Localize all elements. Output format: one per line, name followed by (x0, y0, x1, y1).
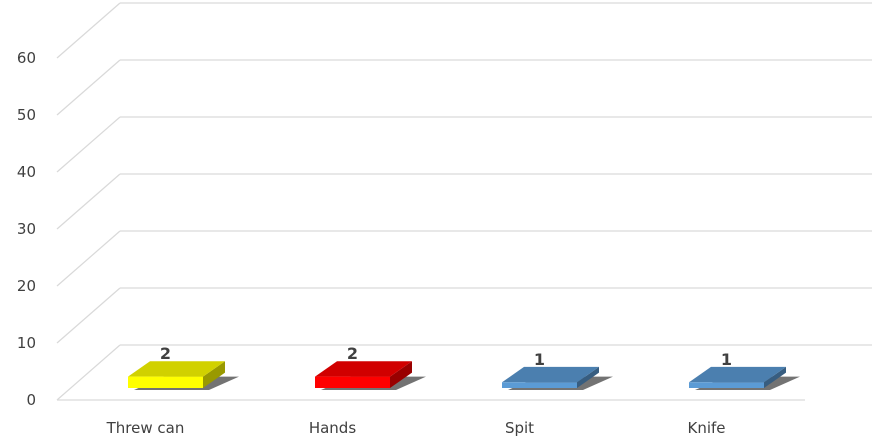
data-label: 1 (721, 350, 732, 369)
gridline-side (56, 344, 121, 401)
gridline-side (56, 287, 121, 344)
bar-top (315, 361, 412, 377)
gridline-side (56, 59, 121, 116)
x-tick-label: Hands (309, 419, 356, 437)
bar-side (577, 366, 599, 388)
bar-side (390, 361, 412, 388)
bar (689, 382, 764, 388)
bar (502, 382, 577, 388)
bar-top (128, 361, 225, 377)
y-tick-label: 30 (17, 220, 36, 238)
bar-top (502, 366, 599, 383)
bar-side (203, 361, 225, 388)
x-tick-label: Knife (687, 419, 725, 437)
y-tick-label: 40 (17, 163, 36, 181)
bar-side (764, 366, 786, 388)
gridline-side (56, 2, 121, 59)
y-tick-label: 10 (17, 334, 36, 352)
data-label: 2 (160, 344, 171, 363)
gridline-side (56, 116, 121, 173)
data-label: 1 (534, 350, 545, 369)
gridline-side (56, 230, 121, 287)
x-tick-label: Threw can (106, 419, 185, 437)
data-label: 2 (347, 344, 358, 363)
x-tick-label: Spit (505, 419, 534, 437)
y-tick-label: 60 (17, 49, 36, 67)
bar-top (689, 366, 786, 383)
y-tick-label: 20 (17, 277, 36, 295)
y-tick-label: 50 (17, 106, 36, 124)
bar (128, 376, 203, 388)
bar (315, 376, 390, 388)
y-tick-label: 0 (26, 391, 36, 409)
gridline-side (56, 173, 121, 230)
